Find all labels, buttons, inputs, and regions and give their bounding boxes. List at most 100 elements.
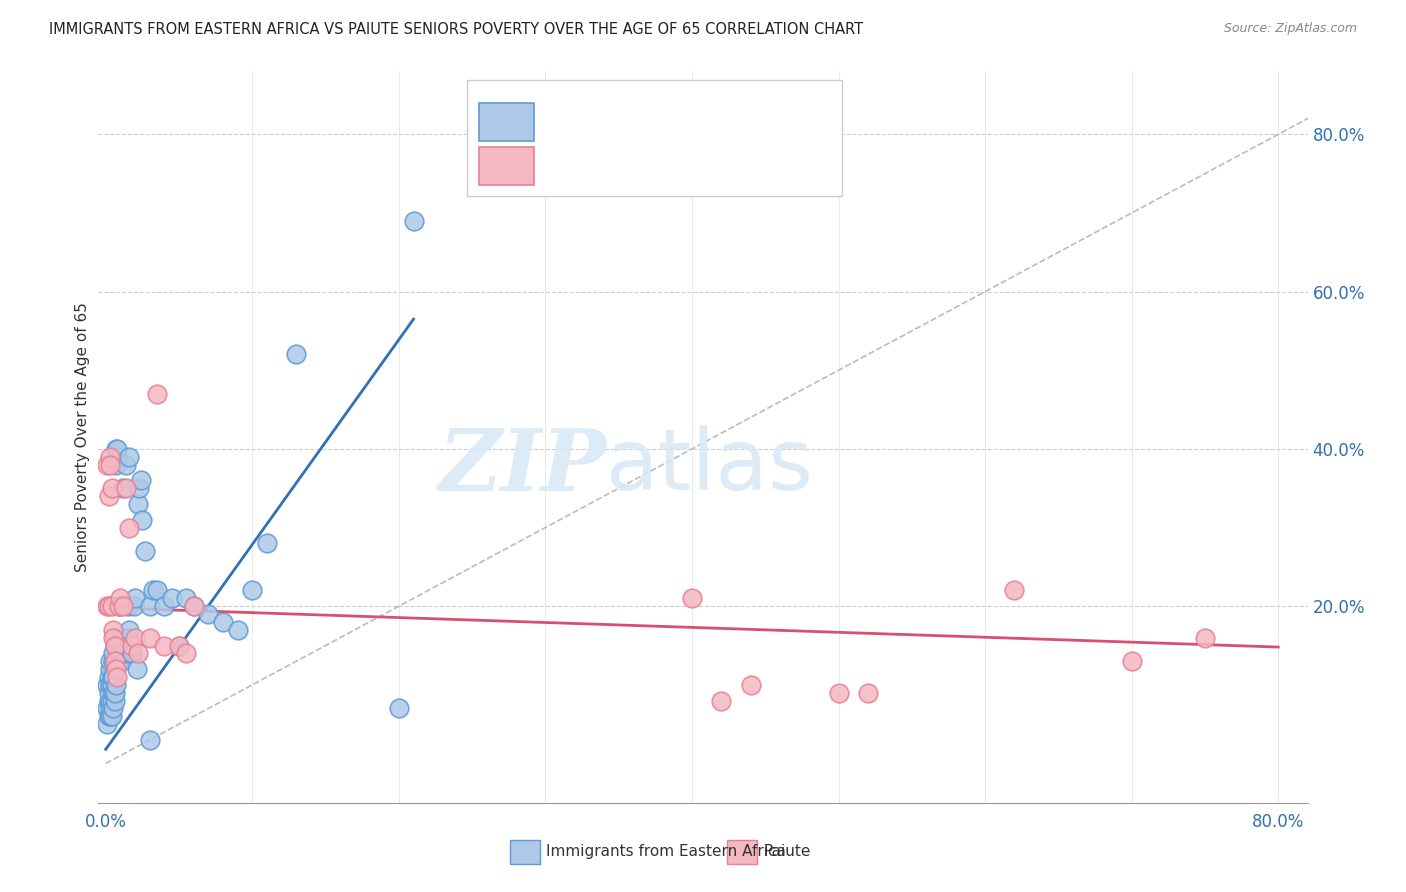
Point (103, 654, 125, 668)
Point (98, 693, 121, 707)
Point (97, 599, 120, 614)
Point (120, 646, 142, 660)
Point (127, 497, 149, 511)
Point (101, 670, 124, 684)
Point (256, 536, 278, 550)
Text: atlas: atlas (606, 425, 814, 508)
Text: R =: R = (540, 158, 572, 172)
Point (105, 458, 128, 472)
Point (96, 678, 118, 692)
Point (114, 646, 136, 660)
Point (112, 481, 135, 495)
Point (112, 599, 135, 614)
Point (827, 686, 849, 700)
Point (98, 654, 121, 668)
Point (101, 654, 124, 668)
FancyBboxPatch shape (467, 80, 842, 195)
Point (197, 607, 219, 621)
Point (101, 631, 124, 645)
Point (240, 583, 263, 598)
Point (101, 686, 124, 700)
Point (105, 662, 128, 676)
Text: Source: ZipAtlas.com: Source: ZipAtlas.com (1223, 22, 1357, 36)
Point (125, 662, 148, 676)
Point (285, 347, 308, 361)
Text: 36: 36 (718, 158, 738, 172)
Point (138, 599, 160, 614)
Point (117, 599, 139, 614)
Text: Immigrants from Eastern Africa: Immigrants from Eastern Africa (546, 845, 786, 859)
Point (1194, 631, 1216, 645)
Point (112, 631, 135, 645)
Point (103, 693, 125, 707)
Text: ZIP: ZIP (439, 425, 606, 508)
Point (183, 599, 205, 614)
Point (138, 732, 160, 747)
Point (98, 701, 121, 715)
Point (117, 631, 139, 645)
Text: Paiute: Paiute (763, 845, 811, 859)
Point (98, 450, 121, 464)
Point (1121, 654, 1143, 668)
Point (388, 701, 411, 715)
Point (100, 481, 122, 495)
Point (121, 639, 143, 653)
Point (100, 693, 122, 707)
Point (167, 639, 190, 653)
Text: -0.114: -0.114 (582, 158, 631, 172)
Point (128, 481, 150, 495)
Point (121, 646, 143, 660)
Point (176, 591, 198, 606)
Text: N =: N = (655, 113, 699, 128)
Point (96, 599, 118, 614)
FancyBboxPatch shape (479, 103, 534, 141)
Point (115, 481, 138, 495)
Point (1004, 583, 1026, 598)
Point (134, 544, 156, 558)
Point (97, 489, 120, 503)
Point (183, 599, 205, 614)
Point (122, 599, 145, 614)
Point (101, 701, 124, 715)
Point (100, 709, 122, 723)
Point (856, 686, 879, 700)
Point (97, 709, 120, 723)
Point (107, 450, 129, 464)
Point (402, 214, 425, 228)
Point (96, 717, 118, 731)
Point (97, 670, 120, 684)
Point (127, 646, 149, 660)
Point (103, 639, 125, 653)
FancyBboxPatch shape (727, 840, 758, 863)
Text: 71: 71 (716, 113, 734, 128)
Point (111, 654, 134, 668)
Point (108, 654, 131, 668)
Point (118, 520, 141, 534)
Point (97, 693, 120, 707)
Point (100, 678, 122, 692)
Point (98, 662, 121, 676)
Text: IMMIGRANTS FROM EASTERN AFRICA VS PAIUTE SENIORS POVERTY OVER THE AGE OF 65 CORR: IMMIGRANTS FROM EASTERN AFRICA VS PAIUTE… (49, 22, 863, 37)
Point (176, 646, 198, 660)
FancyBboxPatch shape (479, 146, 534, 185)
Point (103, 639, 125, 653)
Point (110, 646, 132, 660)
Point (100, 599, 122, 614)
Point (96, 701, 118, 715)
Text: R =: R = (540, 113, 572, 128)
Point (146, 583, 169, 598)
Point (124, 591, 146, 606)
Text: N =: N = (658, 158, 702, 172)
Point (107, 670, 129, 684)
Point (129, 473, 152, 487)
Point (118, 623, 141, 637)
Point (101, 623, 124, 637)
Point (98, 709, 121, 723)
Point (118, 450, 141, 464)
Point (142, 583, 165, 598)
Point (226, 623, 249, 637)
Point (131, 513, 153, 527)
Point (105, 442, 128, 456)
Point (160, 591, 183, 606)
Point (96, 458, 118, 472)
